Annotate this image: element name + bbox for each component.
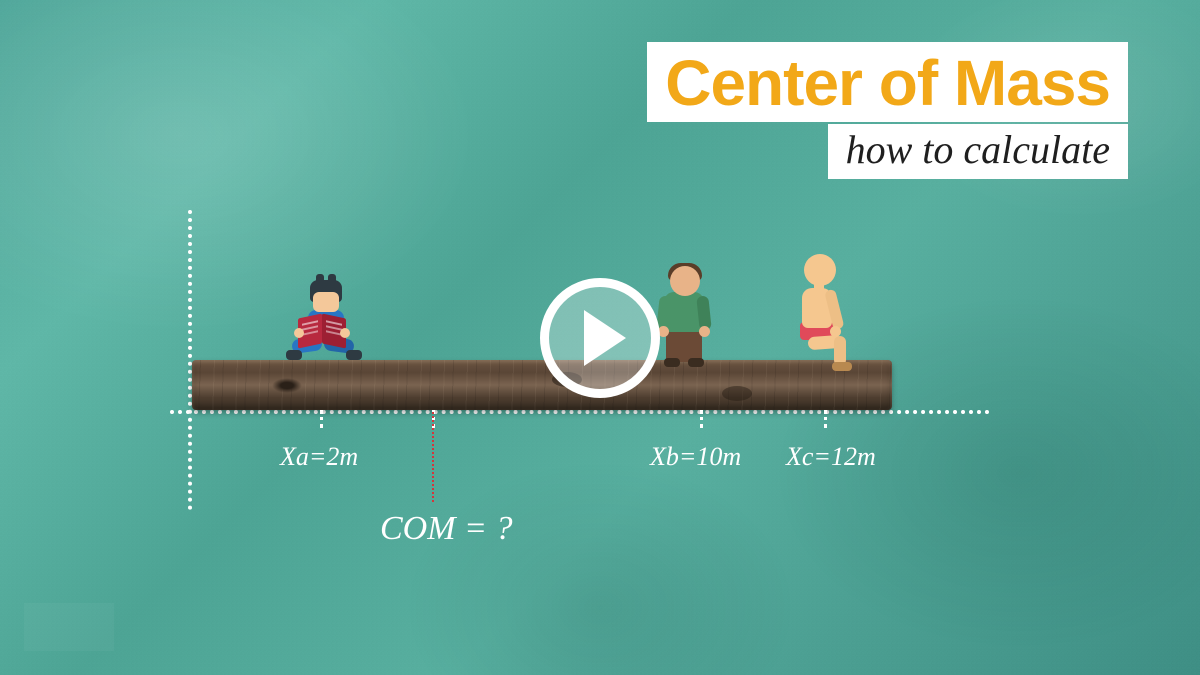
label-xb: Xb=10m	[650, 442, 741, 472]
person-c-sitting-icon	[778, 254, 868, 366]
person-b-sitting-icon	[648, 266, 728, 366]
y-axis	[188, 210, 192, 510]
play-icon	[584, 310, 626, 366]
title-main: Center of Mass	[647, 42, 1128, 122]
x-axis	[170, 410, 990, 414]
play-button[interactable]	[540, 278, 660, 398]
axis-tick	[320, 410, 323, 428]
axis-tick	[700, 410, 703, 428]
axis-tick	[824, 410, 827, 428]
com-indicator-line	[432, 412, 434, 502]
person-a-reading-icon	[280, 280, 370, 365]
label-xa: Xa=2m	[280, 442, 358, 472]
label-xc: Xc=12m	[786, 442, 876, 472]
corner-watermark	[24, 603, 114, 651]
title-block: Center of Mass how to calculate	[647, 42, 1128, 179]
wooden-log	[192, 360, 892, 410]
title-subtitle: how to calculate	[828, 124, 1128, 179]
com-label: COM = ?	[380, 510, 513, 548]
